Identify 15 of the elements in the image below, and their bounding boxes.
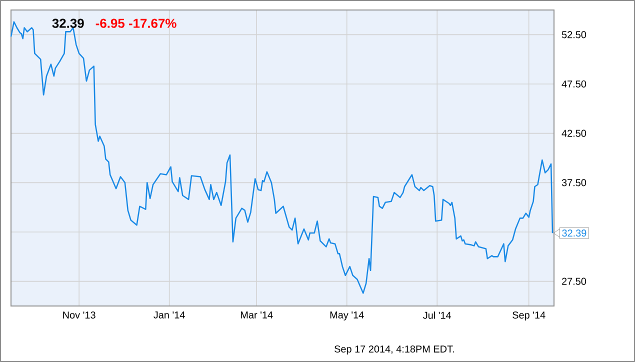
x-tick-label: Nov '13 [63, 312, 96, 319]
x-tick-label: Jul '14 [423, 312, 452, 319]
x-tick-label: Mar '14 [240, 312, 273, 318]
y-tick-label: 52.50 [562, 31, 586, 38]
text: -6.95 -17.67% [96, 18, 176, 28]
text: Sep 17 2014, 4:18PM EDT. [334, 345, 454, 355]
text: 32.39 [52, 18, 84, 28]
y-tick-label: 37.50 [562, 179, 586, 186]
x-tick-label: Jan '14 [154, 312, 185, 318]
y-tick-label: 47.50 [562, 80, 586, 88]
x-tick-label: May '14 [330, 312, 364, 320]
annotation: 32.39 [562, 230, 586, 237]
y-tick-label: 27.50 [562, 278, 586, 285]
x-tick-label: Sep '14 [512, 312, 546, 321]
y-tick-label: 42.50 [562, 130, 586, 137]
